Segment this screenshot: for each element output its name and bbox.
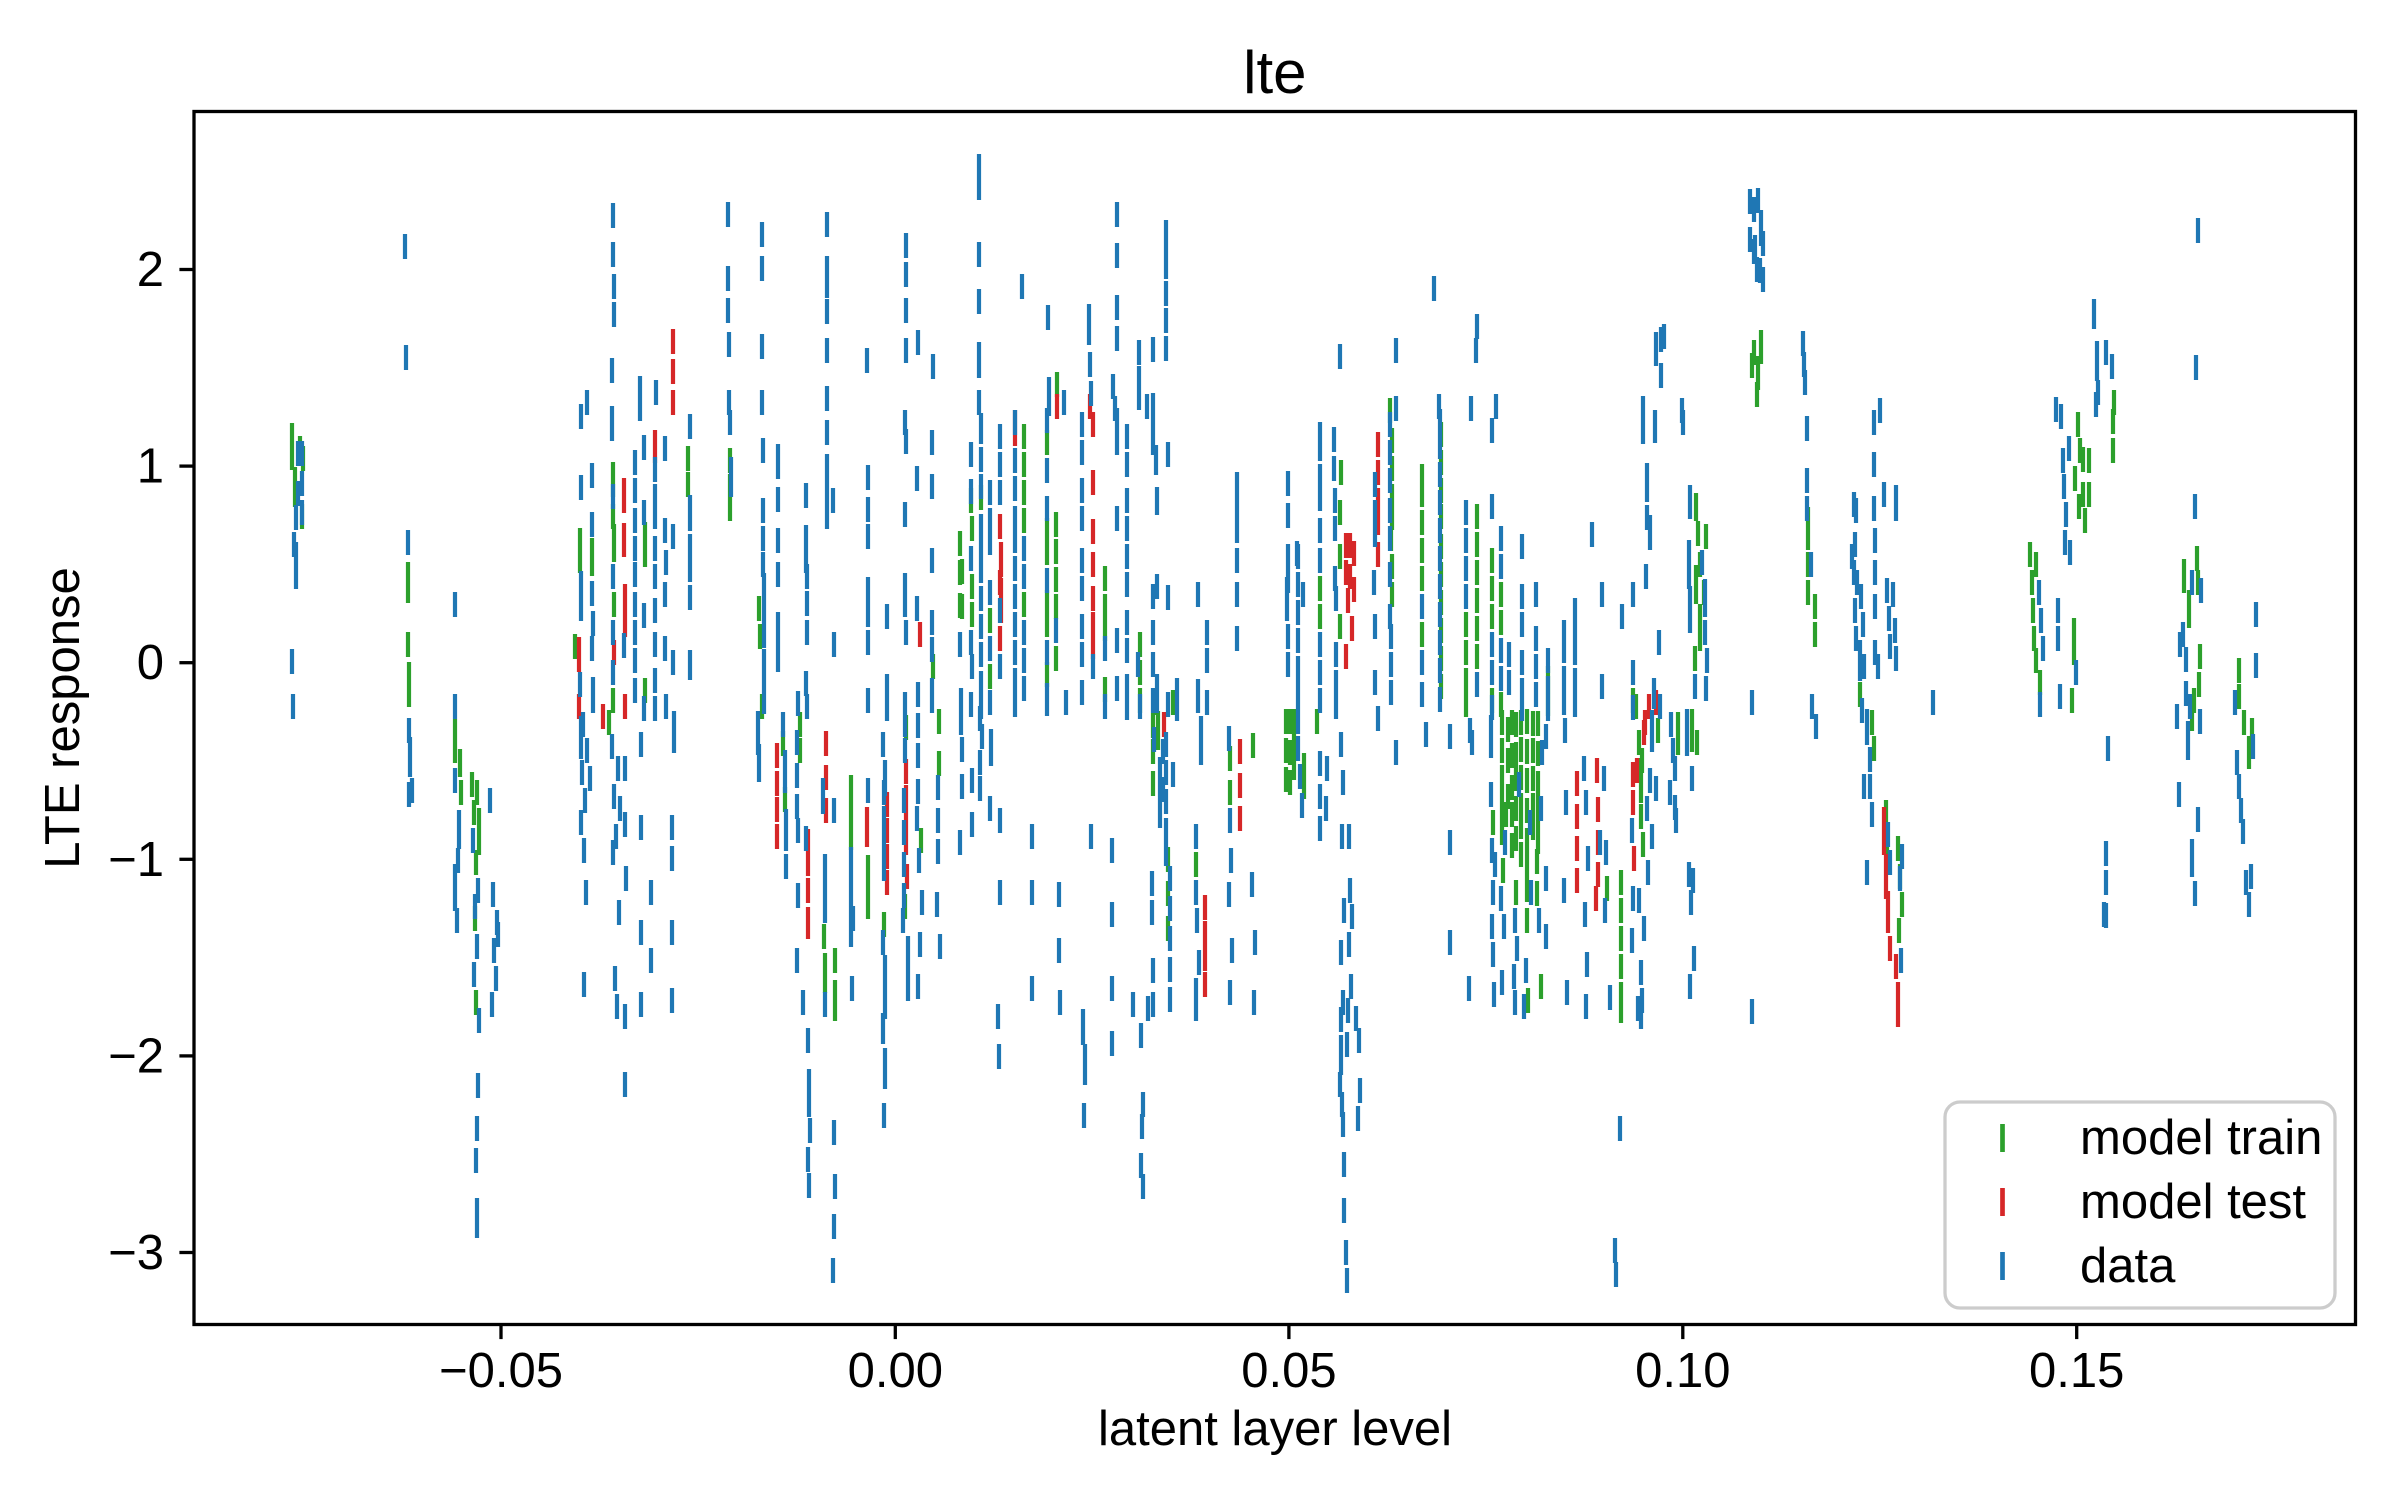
svg-text:model test: model test <box>2080 1175 2306 1229</box>
svg-text:−1: −1 <box>108 833 164 887</box>
svg-text:lte: lte <box>1243 39 1306 106</box>
svg-text:−2: −2 <box>108 1029 164 1083</box>
svg-text:model train: model train <box>2080 1111 2322 1165</box>
svg-text:data: data <box>2080 1239 2176 1293</box>
svg-text:0.05: 0.05 <box>1241 1344 1336 1398</box>
svg-text:0.15: 0.15 <box>2029 1344 2124 1398</box>
svg-text:0: 0 <box>137 636 164 690</box>
svg-text:0.10: 0.10 <box>1635 1344 1730 1398</box>
svg-text:2: 2 <box>137 243 164 297</box>
svg-text:−0.05: −0.05 <box>439 1344 563 1398</box>
svg-text:LTE response: LTE response <box>36 567 90 868</box>
svg-text:−3: −3 <box>108 1226 164 1280</box>
svg-text:0.00: 0.00 <box>848 1344 943 1398</box>
svg-text:1: 1 <box>137 440 164 494</box>
svg-text:latent layer level: latent layer level <box>1098 1402 1452 1456</box>
